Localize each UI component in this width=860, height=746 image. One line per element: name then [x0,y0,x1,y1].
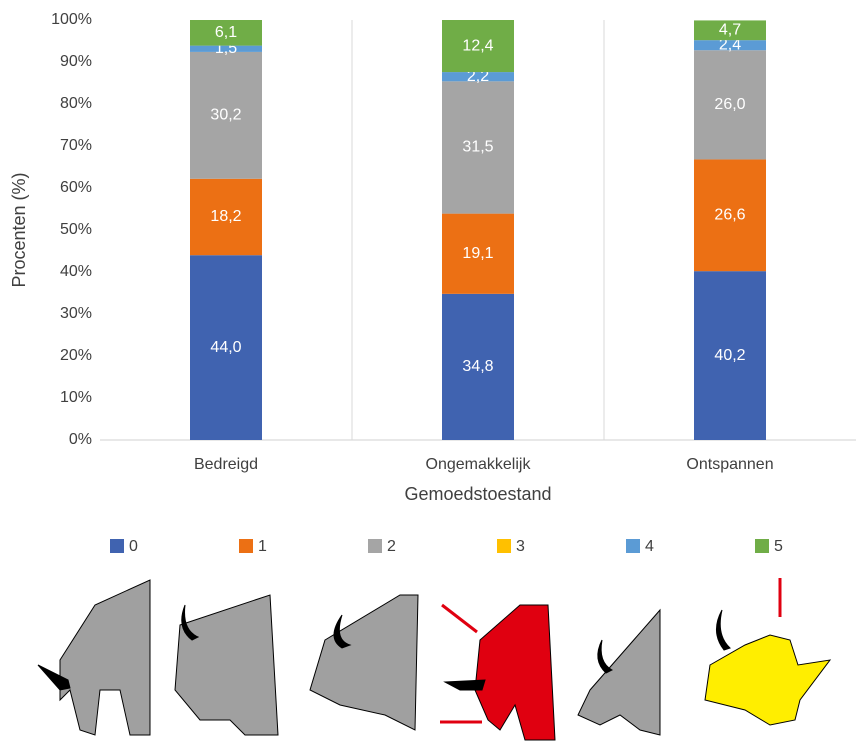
legend-label: 0 [129,538,138,555]
legend-label: 3 [516,538,525,555]
legend-label: 2 [387,538,396,555]
y-tick-label: 80% [60,95,92,112]
data-label: 26,6 [714,207,745,224]
data-label: 2,4 [719,36,741,53]
bar-segment [694,271,766,440]
data-label: 44,0 [210,339,241,356]
x-tick-label: Ontspannen [686,456,773,473]
bar-segment [190,178,262,256]
x-tick-label: Ongemakkelijk [426,456,532,473]
y-tick-label: 20% [60,347,92,364]
data-label: 30,2 [210,107,241,124]
x-axis-label: Gemoedstoestand [404,484,551,504]
y-tick-label: 70% [60,137,92,154]
legend-swatch [626,539,640,553]
data-label: 12,4 [462,37,493,54]
bar-segment [442,81,514,214]
y-tick-label: 30% [60,305,92,322]
bar-segment [190,20,262,46]
y-tick-label: 60% [60,179,92,196]
y-tick-label: 90% [60,53,92,70]
legend-swatch [239,539,253,553]
data-label: 34,8 [462,358,493,375]
y-tick-label: 50% [60,221,92,238]
data-label: 18,2 [210,208,241,225]
y-tick-label: 100% [51,11,92,28]
y-tick-label: 0% [69,431,92,448]
legend-swatch [755,539,769,553]
data-label: 2,2 [467,68,489,85]
legend-label: 1 [258,538,267,555]
legend-label: 4 [645,538,654,555]
x-tick-label: Bedreigd [194,456,258,473]
data-label: 4,7 [719,22,741,39]
bar-segment [442,293,514,440]
bar-segment [442,213,514,294]
illustrations [37,578,832,741]
y-axis-label: Procenten (%) [9,172,29,287]
bar-segment [442,20,514,73]
legend-swatch [110,539,124,553]
bar-segment [694,40,766,51]
y-tick-label: 40% [60,263,92,280]
data-label: 40,2 [714,347,745,364]
bar-segment [442,72,514,82]
bar-segment [694,20,766,41]
y-tick-label: 10% [60,389,92,406]
data-label: 19,1 [462,245,493,262]
bar-segment [190,51,262,179]
bar-segment [694,50,766,160]
legend-swatch [497,539,511,553]
legend-swatch [368,539,382,553]
bar-segment [694,159,766,272]
bar-segment [190,255,262,440]
legend-label: 5 [774,538,783,555]
data-label: 26,0 [714,96,745,113]
bar-segment [190,45,262,52]
data-label: 6,1 [215,24,237,41]
data-label: 31,5 [462,139,493,156]
